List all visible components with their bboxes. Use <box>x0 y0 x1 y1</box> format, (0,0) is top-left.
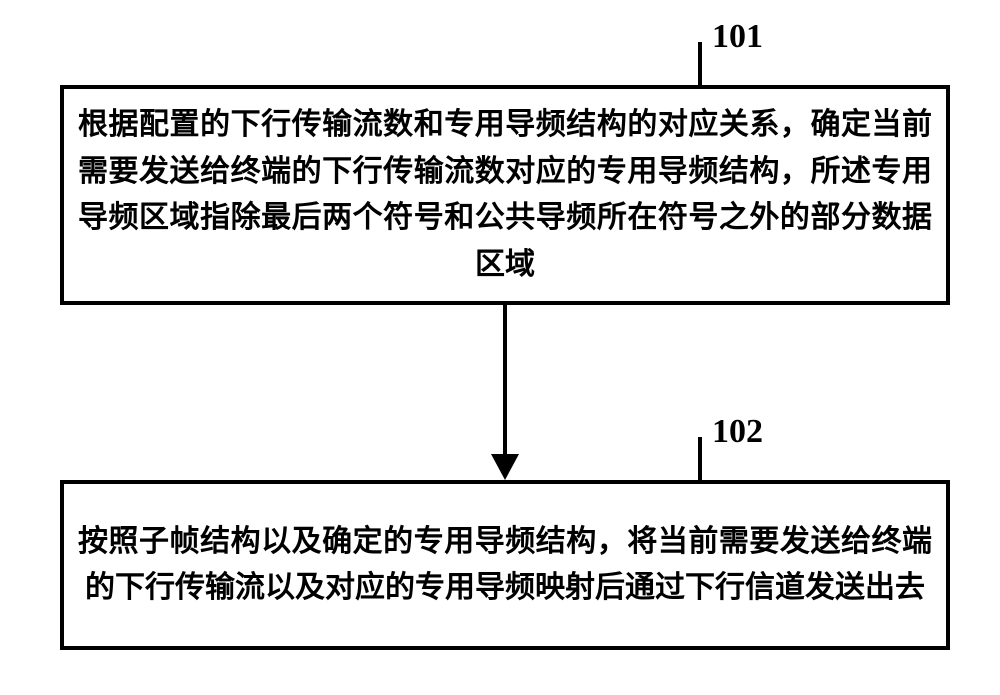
flow-box-step1: 根据配置的下行传输流数和专用导频结构的对应关系，确定当前需要发送给终端的下行传输… <box>60 85 950 305</box>
step-label-102: 102 <box>712 413 763 451</box>
leader-line-101 <box>698 42 702 85</box>
label-text: 101 <box>712 18 763 55</box>
box-text-step2: 按照子帧结构以及确定的专用导频结构，将当前需要发送给终端的下行传输流以及对应的专… <box>78 519 932 612</box>
flow-box-step2: 按照子帧结构以及确定的专用导频结构，将当前需要发送给终端的下行传输流以及对应的专… <box>60 480 950 650</box>
leader-line-102 <box>698 437 702 480</box>
arrow-shaft <box>503 305 507 455</box>
arrow-head-icon <box>491 454 519 480</box>
box-text-step1: 根据配置的下行传输流数和专用导频结构的对应关系，确定当前需要发送给终端的下行传输… <box>78 102 932 288</box>
label-text: 102 <box>712 413 763 450</box>
step-label-101: 101 <box>712 18 763 56</box>
